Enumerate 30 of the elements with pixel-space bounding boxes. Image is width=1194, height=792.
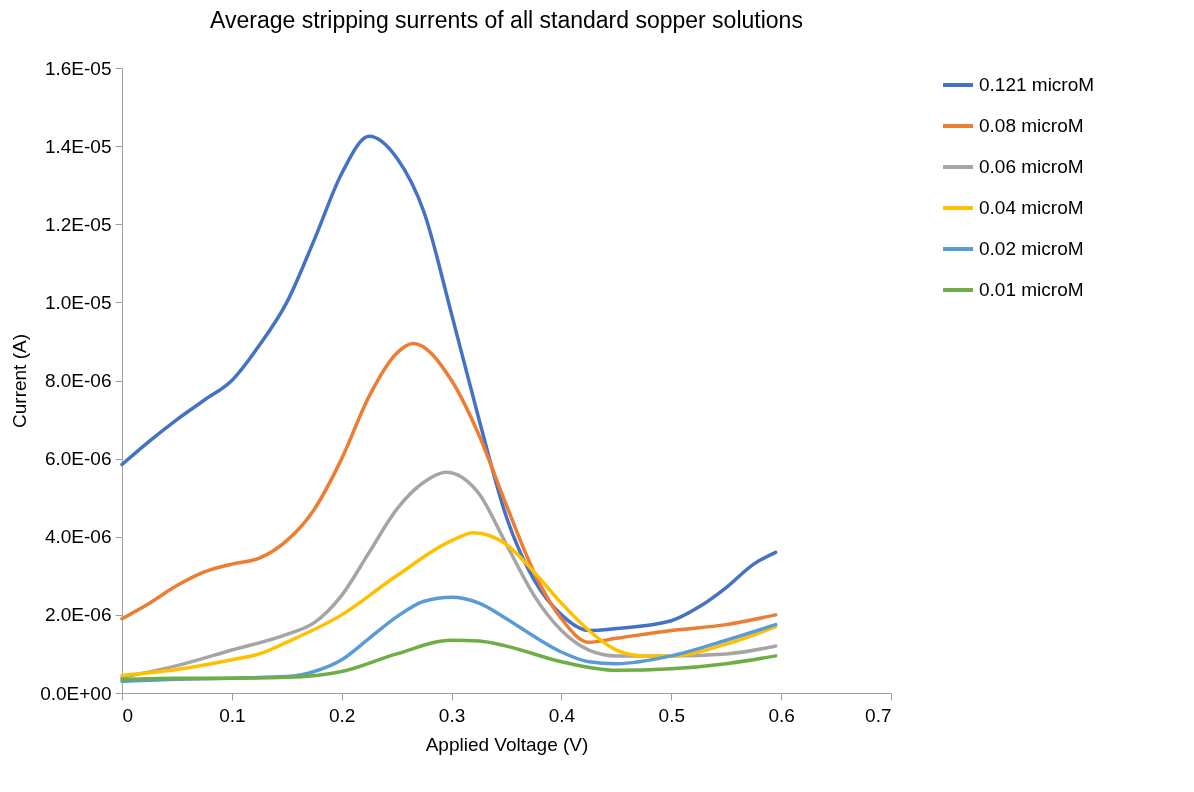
legend-label: 0.08 microM bbox=[979, 115, 1084, 136]
y-tick-label: 8.0E-06 bbox=[44, 370, 112, 391]
x-tick-label: 0.7 bbox=[865, 704, 892, 726]
y-axis-title: Current (A) bbox=[9, 334, 31, 428]
line-series bbox=[120, 638, 778, 682]
y-tick-label: 1.2E-05 bbox=[44, 213, 112, 235]
legend-label: 0.01 microM bbox=[979, 279, 1084, 300]
legend-label: 0.121 microM bbox=[979, 74, 1095, 95]
line-series bbox=[120, 134, 778, 633]
legend-label: 0.02 microM bbox=[979, 238, 1084, 259]
line-series bbox=[120, 531, 778, 678]
legend-label: 0.06 microM bbox=[979, 156, 1084, 177]
y-tick-label: 0.0E+00 bbox=[40, 682, 112, 704]
y-tick-label: 4.0E-06 bbox=[44, 526, 112, 548]
y-tick-label: 1.4E-05 bbox=[44, 135, 112, 157]
chart-title: Average stripping surrents of all standard sopper solutions bbox=[210, 7, 803, 33]
y-tick-label: 1.6E-05 bbox=[44, 57, 112, 79]
y-tick-label: 6.0E-06 bbox=[44, 448, 112, 470]
line-series bbox=[120, 341, 778, 644]
x-tick-label: 0.4 bbox=[548, 704, 576, 726]
x-tick-label: 0 bbox=[122, 704, 134, 726]
x-tick-label: 0.3 bbox=[438, 704, 466, 726]
legend-label: 0.04 microM bbox=[979, 197, 1084, 218]
x-tick-label: 0.1 bbox=[219, 704, 246, 726]
x-tick-label: 0.6 bbox=[768, 704, 795, 726]
x-tick-label: 0.2 bbox=[329, 704, 356, 726]
x-tick-label: 0.5 bbox=[658, 704, 685, 726]
x-axis-title: Applied Voltage (V) bbox=[425, 733, 589, 755]
y-tick-label: 2.0E-06 bbox=[44, 604, 112, 626]
y-tick-label: 1.0E-05 bbox=[44, 291, 112, 313]
